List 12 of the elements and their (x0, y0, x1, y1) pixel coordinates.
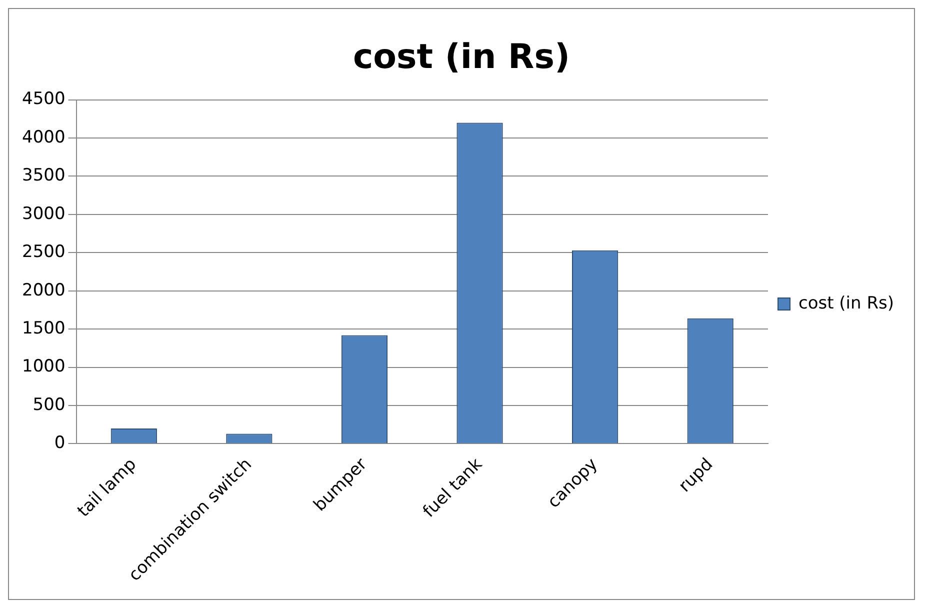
y-tick-label: 2500 (22, 242, 66, 262)
y-tick-label: 2000 (22, 280, 66, 300)
y-tick-label: 3500 (22, 166, 66, 186)
y-tick-label: 500 (32, 394, 66, 415)
y-tick-label: 4500 (22, 89, 66, 110)
y-tick-label: 3000 (22, 204, 66, 224)
y-tick-label: 1500 (22, 318, 66, 339)
y-tick-label: 0 (54, 433, 66, 454)
chart-title: cost (in Rs) (352, 37, 570, 78)
legend-label: cost (in Rs) (798, 293, 894, 314)
y-tick-label: 1000 (22, 356, 66, 377)
y-tick-label: 4000 (22, 127, 66, 148)
